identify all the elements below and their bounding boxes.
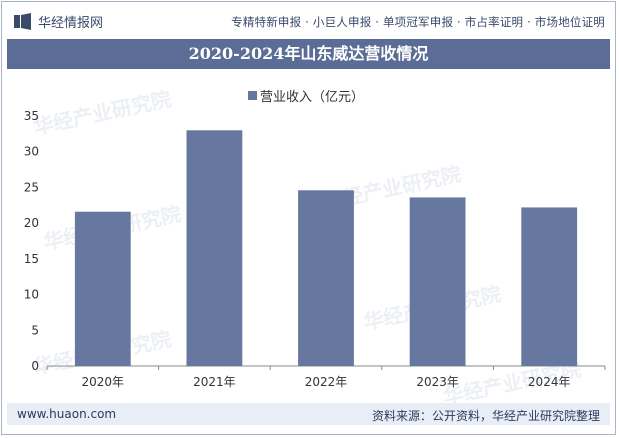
y-tick-label: 15 (24, 252, 39, 266)
footer-url[interactable]: www.huaon.com (17, 407, 117, 421)
bar (521, 207, 578, 366)
x-tick-label: 2021年 (193, 375, 236, 389)
bar-chart: 0 5 10 15 20 25 30 35 2020年 2021年 2022年 2023年 2024年 (24, 109, 606, 389)
y-tick-label: 10 (24, 288, 39, 302)
y-tick-label: 5 (31, 323, 39, 337)
y-tick-label: 25 (24, 180, 39, 194)
bar (409, 197, 466, 366)
x-tick-label: 2024年 (528, 375, 571, 389)
legend-label: 营业收入（亿元） (260, 90, 365, 105)
footer-bar: www.huaon.com 资料来源：公开资料，华经产业研究院整理 (7, 403, 610, 425)
bar (186, 130, 243, 366)
header-tagline: 专精特新申报 · 小巨人申报 · 单项冠军申报 · 市占率证明 · 市场地位证明 (231, 15, 605, 29)
chart-title: 2020-2024年山东威达营收情况 (7, 39, 610, 69)
y-tick-label: 30 (24, 145, 39, 159)
bar (74, 211, 131, 366)
brand-name: 华经情报网 (38, 16, 104, 31)
brand[interactable]: 华经情报网 (14, 12, 103, 31)
chart-legend: 营业收入（亿元） (248, 86, 364, 105)
x-tick-label: 2020年 (82, 375, 125, 389)
header-bar: 华经情报网 专精特新申报 · 小巨人申报 · 单项冠军申报 · 市占率证明 · … (2, 2, 615, 38)
x-tick-label: 2023年 (416, 375, 459, 389)
legend-swatch (248, 91, 257, 100)
x-tick-label: 2022年 (305, 375, 348, 389)
brand-logo-icon (14, 13, 31, 30)
footer-source: 资料来源：公开资料，华经产业研究院整理 (371, 409, 600, 423)
y-tick-label: 35 (24, 109, 39, 123)
y-tick-label: 20 (24, 216, 39, 230)
bar (298, 190, 354, 366)
y-tick-label: 0 (31, 359, 39, 373)
